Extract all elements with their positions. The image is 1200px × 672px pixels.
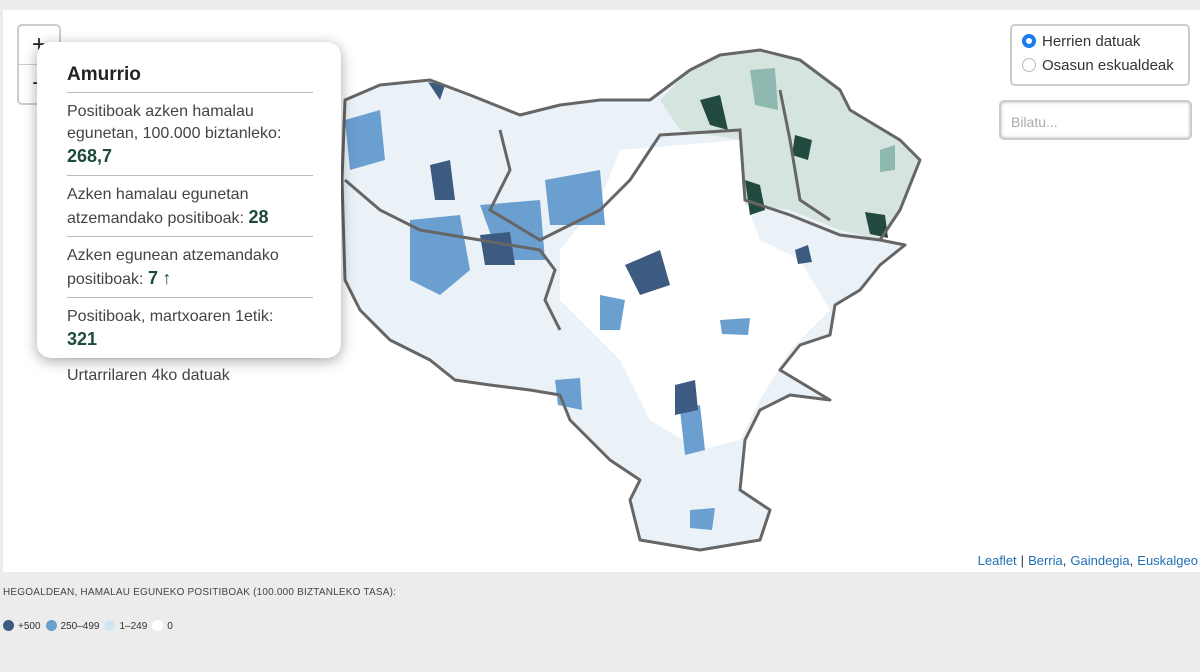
layer-label: Osasun eskualdeak: [1042, 57, 1174, 74]
mid-green-area: [880, 145, 895, 172]
attribution-separator: |: [1020, 553, 1025, 568]
blue-area: [720, 318, 750, 335]
region-outline: [340, 48, 922, 552]
row-label: Azken hamalau egunetan atzemandako posit…: [67, 186, 249, 227]
legend-title: HEGOALDEAN, HAMALAU EGUNEKO POSITIBOAK (…: [3, 587, 397, 598]
row-value: 268,7: [67, 146, 113, 166]
legend-item: 0: [152, 620, 173, 632]
legend: +500 250–499 1–249 0: [3, 620, 178, 632]
attribution-link[interactable]: Berria: [1028, 553, 1063, 568]
dark-blue-area: [428, 82, 445, 100]
layer-label: Herrien datuak: [1042, 33, 1141, 50]
dark-area: [792, 135, 812, 160]
mid-green-area: [750, 68, 778, 110]
blue-area: [600, 295, 625, 330]
legend-item: +500: [3, 620, 41, 632]
row-label: Positiboak azken hamalau egunetan, 100.0…: [67, 103, 282, 142]
legend-label: 0: [167, 621, 173, 632]
row-label: Azken egunean atzemandako positiboak:: [67, 247, 279, 288]
attribution: Leaflet | Berria, Gaindegia, Euskalgeo: [978, 553, 1198, 568]
legend-swatch: [152, 620, 164, 631]
legend-swatch: [45, 620, 57, 631]
dark-blue-area: [430, 160, 455, 200]
popup-row: Azken egunean atzemandako positiboak: 7 …: [67, 237, 313, 298]
legend-item: 250–499: [45, 620, 100, 632]
attribution-link[interactable]: Euskalgeo: [1137, 553, 1198, 568]
attribution-link[interactable]: Leaflet: [977, 553, 1017, 568]
dark-area: [865, 212, 888, 238]
legend-swatch: [3, 620, 14, 631]
row-value: 28: [248, 207, 269, 227]
dark-blue-area: [795, 245, 812, 264]
legend-item: 1–249: [104, 620, 148, 632]
popup-title: Amurrio: [67, 64, 313, 93]
legend-swatch: [104, 620, 116, 631]
map-shapes: [340, 48, 922, 552]
map[interactable]: + − Amurrio Positiboak azken hamalau egu…: [3, 10, 1200, 572]
legend-label: 250–499: [60, 621, 100, 632]
search-input[interactable]: Bilatu...: [999, 100, 1192, 140]
attribution-link[interactable]: Gaindegia: [1070, 553, 1130, 568]
province-border: [344, 178, 562, 331]
trend-arrow: ↑: [162, 268, 172, 288]
row-label: Positiboak, martxoaren 1etik:: [67, 308, 274, 325]
attribution-separator: ,: [1129, 553, 1134, 568]
blue-area: [345, 110, 385, 170]
popup-row: Positiboak azken hamalau egunetan, 100.0…: [67, 93, 313, 176]
row-value: 7: [147, 268, 158, 288]
layer-option[interactable]: Osasun eskualdeak: [1022, 57, 1188, 74]
row-value: 321: [67, 329, 98, 349]
province-border: [778, 89, 831, 222]
white-area: [560, 140, 830, 450]
attribution-separator: ,: [1062, 553, 1067, 568]
layer-control: Herrien datuak Osasun eskualdeak: [1010, 24, 1190, 86]
layer-option[interactable]: Herrien datuak: [1022, 33, 1188, 50]
blue-area: [545, 170, 605, 225]
legend-label: +500: [18, 621, 41, 632]
dark-blue-area: [480, 232, 515, 265]
dark-blue-area: [675, 380, 698, 415]
radio-button[interactable]: [1022, 34, 1036, 48]
popup-row: Positiboak, martxoaren 1etik: 321: [67, 298, 313, 359]
popup-footer: Urtarrilaren 4ko datuak: [67, 367, 230, 384]
blue-area: [680, 405, 705, 455]
radio-button[interactable]: [1022, 58, 1036, 72]
province-border: [488, 128, 881, 242]
dark-blue-area: [625, 250, 670, 295]
popup-row: Azken hamalau egunetan atzemandako posit…: [67, 176, 313, 237]
dark-area: [700, 95, 728, 130]
blue-area: [690, 508, 715, 530]
popup: Amurrio Positiboak azken hamalau eguneta…: [37, 42, 341, 384]
legend-label: 1–249: [119, 621, 148, 632]
